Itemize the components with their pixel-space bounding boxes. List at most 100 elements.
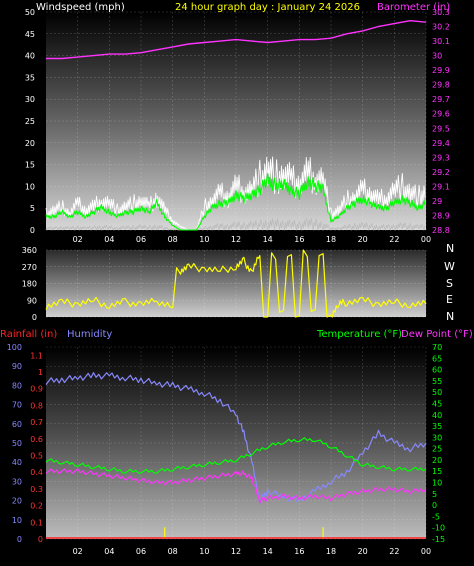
temperature-y-tick-label: 60 <box>432 366 442 375</box>
direction-y-tick-label: 90 <box>27 296 37 305</box>
barometer-label: Barometer (in) <box>377 2 450 13</box>
humidity-y-tick-label: 0 <box>17 535 22 544</box>
dewpoint-label: Dew Point (°F) <box>401 329 473 340</box>
wind-x-tick-label: 14 <box>263 235 273 244</box>
wind-y-tick-label: 35 <box>25 73 35 82</box>
humidity-y-tick-label: 50 <box>12 439 22 448</box>
rainfall-y-tick-label: 1 <box>38 368 43 377</box>
barometer-y-tick-label: 29.6 <box>432 110 450 119</box>
dewpoint-series <box>45 468 427 504</box>
wind-y-tick-label: 25 <box>25 117 35 126</box>
wind-y-tick-label: 15 <box>25 161 35 170</box>
temperature-series <box>45 437 427 474</box>
barometer-y-tick-label: 30 <box>432 52 442 61</box>
temperature-y-tick-label: 45 <box>432 399 442 408</box>
temperature-y-tick-label: 15 <box>432 467 442 476</box>
temperature-y-tick-label: 30 <box>432 433 442 442</box>
temp-plot-area <box>46 347 426 539</box>
barometer-y-tick-label: 30.3 <box>432 8 450 17</box>
rainfall-y-tick-label: 0.4 <box>30 468 43 477</box>
temperature-y-tick-label: 5 <box>432 490 437 499</box>
chart-title: 24 hour graph day : January 24 2026 <box>175 2 360 13</box>
wind-x-tick-label: 00 <box>421 235 431 244</box>
temperature-label: Temperature (°F) <box>316 329 402 340</box>
wind-gust-series <box>45 156 426 231</box>
direction-y-tick-label: 270 <box>22 263 37 272</box>
direction-y-tick-label: 0 <box>32 313 37 322</box>
compass-n-top: N <box>446 242 454 255</box>
barometer-y-tick-label: 28.9 <box>432 211 450 220</box>
rainfall-y-tick-label: 0.2 <box>30 502 43 511</box>
direction-series <box>45 249 427 318</box>
rainfall-y-tick-label: 0 <box>38 535 43 544</box>
barometer-y-tick-label: 30.1 <box>432 37 450 46</box>
compass-e: E <box>446 293 453 306</box>
humidity-y-tick-label: 90 <box>12 362 22 371</box>
temp-x-tick-label: 08 <box>168 547 178 556</box>
temp-x-tick-label: 00 <box>421 547 431 556</box>
wind-x-tick-label: 20 <box>358 235 368 244</box>
rainfall-y-tick-label: 0.8 <box>30 401 43 410</box>
temperature-y-tick-label: 25 <box>432 445 442 454</box>
compass-s: S <box>446 277 453 290</box>
temp-x-tick-label: 22 <box>389 547 399 556</box>
wind-x-tick-label: 10 <box>199 235 209 244</box>
wind-y-tick-label: 30 <box>25 95 35 104</box>
humidity-y-tick-label: 20 <box>12 497 22 506</box>
wind-y-tick-label: 40 <box>25 52 35 61</box>
temperature-y-tick-label: 55 <box>432 377 442 386</box>
wind-y-tick-label: 0 <box>30 226 35 235</box>
barometer-y-tick-label: 28.8 <box>432 226 450 235</box>
direction-plot-area <box>46 250 426 317</box>
barometer-y-tick-label: 29.8 <box>432 81 450 90</box>
wind-y-tick-label: 10 <box>25 182 35 191</box>
humidity-y-tick-label: 10 <box>12 516 22 525</box>
temp-axes: 010203040506070809010000.10.20.30.40.50.… <box>7 343 445 556</box>
temperature-y-tick-label: 10 <box>432 479 442 488</box>
wind-low-series <box>45 217 426 231</box>
barometer-y-tick-label: 29.7 <box>432 95 450 104</box>
wind-x-tick-label: 16 <box>294 235 304 244</box>
temperature-y-tick-label: -10 <box>432 524 445 533</box>
humidity-y-tick-label: 70 <box>12 401 22 410</box>
wind-y-tick-label: 45 <box>25 30 35 39</box>
wind-x-tick-label: 02 <box>73 235 83 244</box>
temp-x-tick-label: 04 <box>104 547 114 556</box>
humidity-label: Humidity <box>67 329 112 340</box>
wind-avg-series <box>45 173 426 231</box>
direction-y-tick-label: 360 <box>22 246 37 255</box>
temp-x-tick-label: 10 <box>199 547 209 556</box>
rainfall-y-tick-label: 0.3 <box>30 485 43 494</box>
compass-w: W <box>444 260 455 273</box>
humidity-y-tick-label: 30 <box>12 477 22 486</box>
temperature-y-tick-label: 0 <box>432 501 437 510</box>
barometer-y-tick-label: 29.2 <box>432 168 450 177</box>
wind-series <box>45 20 427 231</box>
barometer-y-tick-label: 29.4 <box>432 139 450 148</box>
windspeed-label: Windspeed (mph) <box>36 2 125 13</box>
rainfall-y-tick-label: 0.7 <box>30 418 43 427</box>
barometer-y-tick-label: 29.3 <box>432 153 450 162</box>
temperature-y-tick-label: 20 <box>432 456 442 465</box>
temp-x-tick-label: 16 <box>294 547 304 556</box>
temperature-y-tick-label: 65 <box>432 354 442 363</box>
rainfall-y-tick-label: 0.9 <box>30 385 43 394</box>
direction-axes: 0 90 180 270 360 <box>22 246 37 322</box>
temp-x-tick-label: 20 <box>358 547 368 556</box>
temperature-y-tick-label: -15 <box>432 535 445 544</box>
wind-x-tick-label: 06 <box>136 235 146 244</box>
temperature-y-tick-label: 35 <box>432 422 442 431</box>
humidity-y-tick-label: 60 <box>12 420 22 429</box>
humidity-y-tick-label: 100 <box>7 343 22 352</box>
temp-x-tick-label: 14 <box>263 547 273 556</box>
temp-x-tick-label: 06 <box>136 547 146 556</box>
wind-x-tick-label: 08 <box>168 235 178 244</box>
humidity-y-tick-label: 80 <box>12 381 22 390</box>
rainfall-y-tick-label: 0.5 <box>30 452 43 461</box>
wind-direction-series <box>45 249 427 318</box>
direction-grid <box>46 249 427 318</box>
barometer-y-tick-label: 29.9 <box>432 66 450 75</box>
barometer-y-tick-label: 29.5 <box>432 124 450 133</box>
wind-y-tick-label: 5 <box>30 204 35 213</box>
